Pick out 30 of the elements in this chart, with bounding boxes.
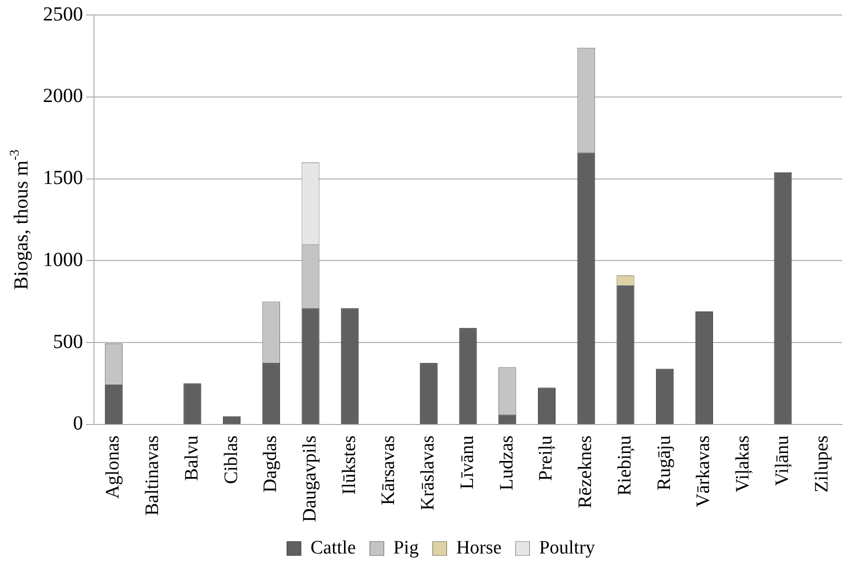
- x-tick-label: Preiļu: [536, 434, 557, 481]
- x-tick-label: Krāslavas: [418, 435, 439, 510]
- x-tick-label: Aglonas: [102, 435, 124, 499]
- x-tick-label: Līvānu: [456, 434, 478, 490]
- y-tick-label: 1500: [43, 167, 83, 190]
- x-tick-label: Viļakas: [732, 435, 754, 492]
- y-tick-label: 500: [53, 330, 83, 353]
- x-tick-label: Rēzeknes: [575, 435, 596, 508]
- y-axis-title: Biogas, thous m-3: [6, 150, 32, 290]
- legend-label: Horse: [456, 537, 502, 558]
- legend-label: Cattle: [310, 537, 356, 558]
- x-tick-label: Ludzas: [496, 435, 518, 490]
- y-tick-label: 2500: [43, 3, 83, 26]
- y-tick-label: 2000: [43, 85, 83, 108]
- y-tick-label: 0: [73, 412, 83, 435]
- x-tick-label: Rugāju: [654, 434, 675, 490]
- x-tick-label: Vārkavas: [693, 435, 714, 508]
- x-tick-label: Viļānu: [772, 434, 793, 486]
- legend-label: Poultry: [539, 537, 596, 558]
- x-tick-label: Kārsavas: [378, 435, 400, 506]
- x-tick-label: Riebiņu: [614, 434, 636, 496]
- x-tick-label: Balvu: [181, 434, 202, 481]
- x-tick-label: Dagdas: [260, 435, 282, 492]
- legend-label: Pig: [393, 537, 420, 558]
- x-tick-label: Zilupes: [811, 435, 832, 492]
- x-tick-label: Daugavpils: [300, 435, 321, 522]
- y-tick-label: 1000: [43, 248, 83, 271]
- x-tick-label: Baltinavas: [142, 435, 164, 516]
- x-tick-label: Ciblas: [220, 435, 242, 484]
- x-tick-label: Ilūkstes: [338, 435, 360, 495]
